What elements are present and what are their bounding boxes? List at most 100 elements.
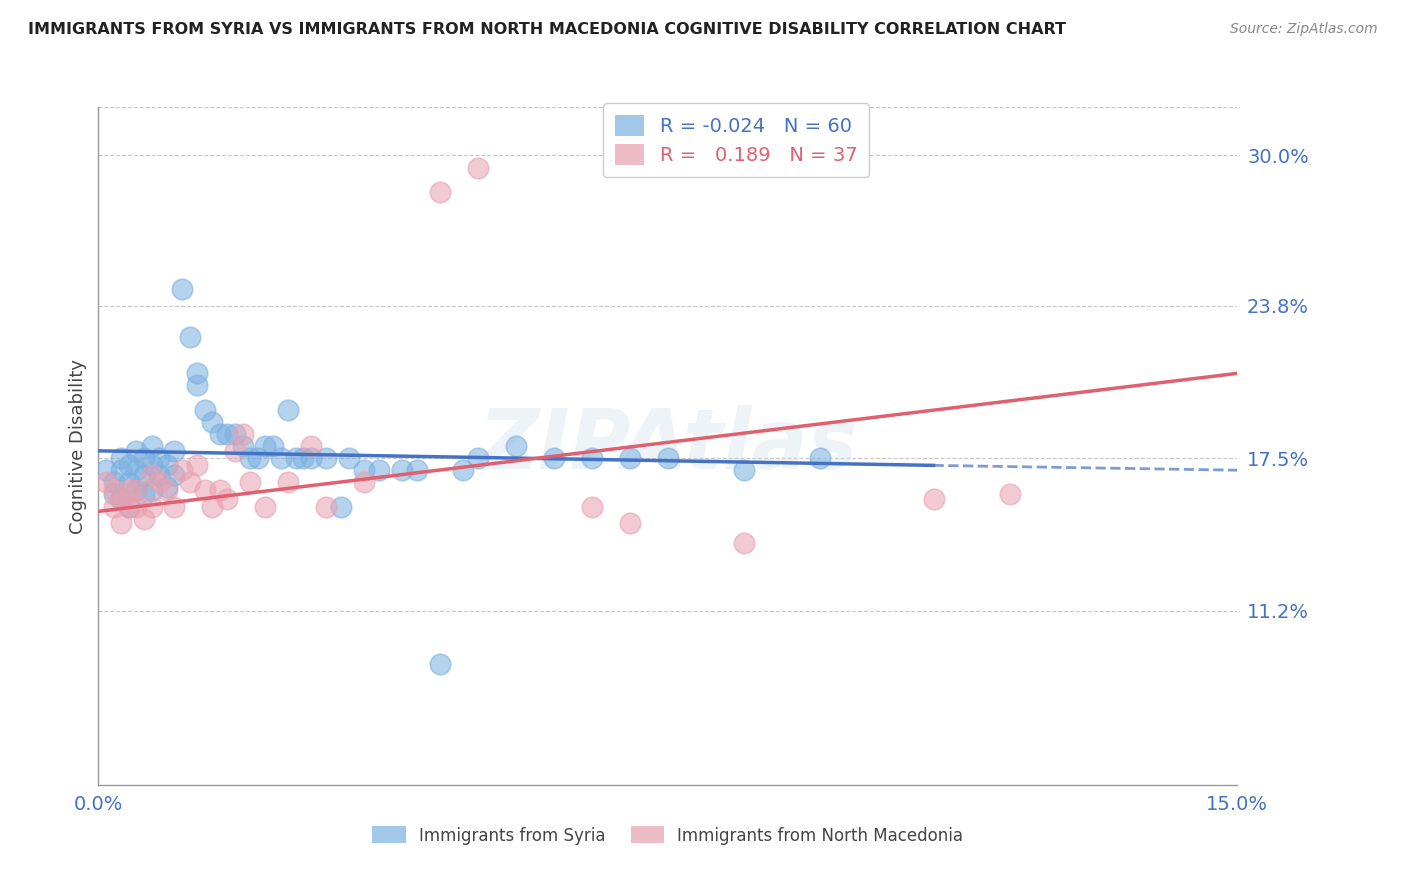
Point (110, 451, 132, 466)
Point (94, 475, 117, 490)
Point (922, 492, 945, 507)
Point (657, 451, 679, 466)
Point (110, 516, 132, 531)
Point (353, 463, 375, 477)
Point (201, 500, 224, 514)
Point (808, 451, 831, 466)
Point (125, 443, 148, 458)
Point (163, 443, 186, 458)
Point (217, 492, 239, 507)
Point (315, 451, 337, 466)
Point (998, 487, 1021, 501)
Point (163, 500, 186, 514)
Point (619, 516, 641, 531)
Point (163, 468, 186, 483)
Point (141, 439, 163, 453)
Y-axis label: Cognitive Disability: Cognitive Disability (69, 359, 87, 533)
Point (467, 161, 489, 175)
Point (186, 458, 208, 473)
Point (170, 463, 193, 477)
Point (406, 463, 429, 477)
Point (581, 500, 603, 514)
Point (733, 463, 755, 477)
Point (103, 487, 125, 501)
Point (315, 500, 337, 514)
Point (125, 500, 148, 514)
Point (186, 378, 208, 392)
Point (186, 367, 208, 381)
Point (292, 451, 315, 466)
Point (277, 402, 299, 417)
Point (179, 475, 201, 490)
Point (118, 475, 141, 490)
Point (148, 468, 170, 483)
Text: Source: ZipAtlas.com: Source: ZipAtlas.com (1230, 22, 1378, 37)
Point (217, 426, 239, 441)
Point (246, 451, 269, 466)
Point (110, 492, 132, 507)
Point (94, 463, 117, 477)
Point (148, 451, 170, 466)
Point (254, 500, 277, 514)
Point (118, 483, 141, 497)
Point (125, 483, 148, 497)
Point (239, 451, 262, 466)
Point (239, 475, 262, 490)
Point (201, 415, 224, 429)
Point (330, 500, 353, 514)
Point (429, 185, 451, 199)
Point (103, 483, 125, 497)
Point (337, 451, 360, 466)
Point (224, 443, 246, 458)
Point (156, 483, 179, 497)
Point (125, 463, 148, 477)
Point (451, 463, 474, 477)
Point (194, 402, 217, 417)
Point (118, 458, 141, 473)
Point (156, 480, 179, 494)
Point (224, 426, 246, 441)
Point (110, 463, 132, 477)
Point (141, 500, 163, 514)
Point (118, 500, 141, 514)
Point (132, 487, 155, 501)
Legend: Immigrants from Syria, Immigrants from North Macedonia: Immigrants from Syria, Immigrants from N… (366, 820, 970, 851)
Text: IMMIGRANTS FROM SYRIA VS IMMIGRANTS FROM NORTH MACEDONIA COGNITIVE DISABILITY CO: IMMIGRANTS FROM SYRIA VS IMMIGRANTS FROM… (28, 22, 1066, 37)
Point (505, 439, 527, 453)
Point (103, 500, 125, 514)
Point (118, 500, 141, 514)
Point (429, 657, 451, 671)
Point (543, 451, 565, 466)
Point (299, 451, 322, 466)
Point (179, 330, 201, 344)
Point (132, 511, 155, 525)
Point (148, 475, 170, 490)
Point (132, 468, 155, 483)
Point (194, 483, 217, 497)
Point (141, 458, 163, 473)
Point (391, 463, 413, 477)
Point (270, 451, 292, 466)
Point (284, 451, 307, 466)
Point (262, 439, 284, 453)
Point (103, 475, 125, 490)
Point (254, 439, 277, 453)
Point (299, 439, 322, 453)
Point (232, 426, 254, 441)
Point (619, 451, 641, 466)
Point (733, 536, 755, 550)
Point (353, 475, 375, 490)
Point (170, 282, 193, 296)
Point (208, 426, 231, 441)
Point (232, 439, 254, 453)
Point (132, 451, 155, 466)
Point (467, 451, 489, 466)
Text: ZIPAtlas: ZIPAtlas (478, 406, 858, 486)
Point (141, 468, 163, 483)
Point (368, 463, 391, 477)
Point (208, 483, 231, 497)
Point (156, 458, 179, 473)
Point (125, 483, 148, 497)
Point (277, 475, 299, 490)
Point (110, 492, 132, 507)
